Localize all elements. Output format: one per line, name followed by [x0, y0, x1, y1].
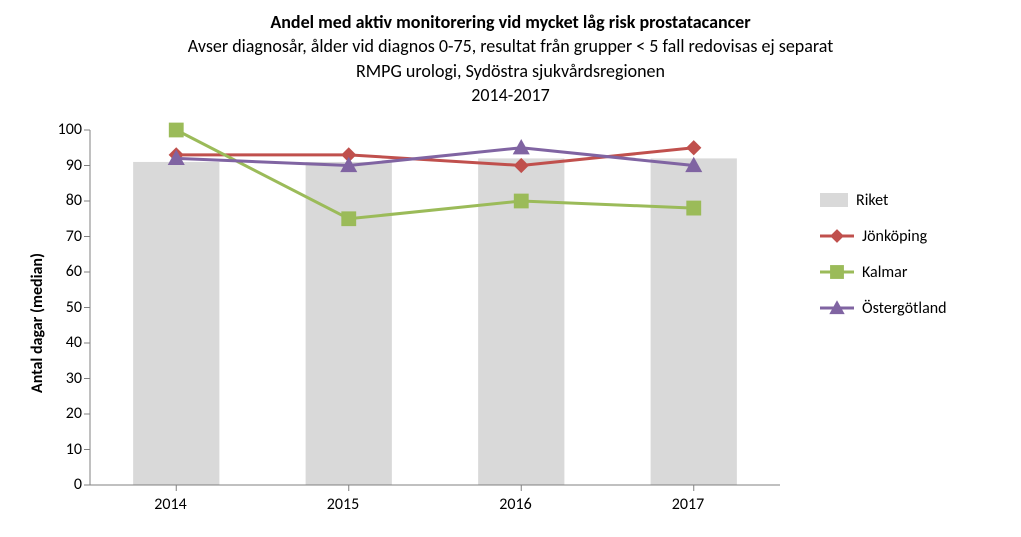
ytick-10: 10: [66, 440, 82, 459]
legend-item-riket: Riket: [820, 190, 947, 210]
marker-Kalmar-2017: [687, 201, 701, 215]
legend-item-Kalmar: Kalmar: [820, 262, 947, 282]
legend-label-riket: Riket: [856, 191, 888, 210]
legend-item-Jönköping: Jönköping: [820, 226, 947, 246]
marker-Jönköping-2017: [687, 141, 701, 155]
marker-Kalmar-2014: [169, 123, 183, 137]
plot-svg: [90, 130, 781, 493]
bar-2015: [306, 162, 392, 485]
ytick-80: 80: [66, 191, 82, 210]
y-axis-label: Antal dagar (median): [28, 252, 47, 392]
legend-label-Östergötland: Östergötland: [862, 299, 947, 318]
xtick-2014: 2014: [154, 495, 186, 514]
ytick-90: 90: [66, 156, 82, 175]
ytick-70: 70: [66, 227, 82, 246]
ytick-40: 40: [66, 333, 82, 352]
xtick-2016: 2016: [499, 495, 531, 514]
xtick-2017: 2017: [672, 495, 704, 514]
title-line-3: RMPG urologi, Sydöstra sjukvårdsregionen: [0, 59, 1021, 83]
ytick-50: 50: [66, 298, 82, 317]
legend-item-Östergötland: Östergötland: [820, 298, 947, 318]
ytick-30: 30: [66, 369, 82, 388]
line-Kalmar: [176, 130, 694, 219]
legend-label-Kalmar: Kalmar: [862, 263, 907, 282]
ytick-60: 60: [66, 262, 82, 281]
legend-swatch-riket: [820, 193, 848, 207]
xtick-2015: 2015: [327, 495, 359, 514]
title-line-1: Andel med aktiv monitorering vid mycket …: [0, 10, 1021, 34]
title-line-2: Avser diagnosår, ålder vid diagnos 0-75,…: [0, 34, 1021, 58]
bar-2014: [133, 162, 219, 485]
marker-Kalmar-2016: [514, 194, 528, 208]
ytick-20: 20: [66, 404, 82, 423]
marker-Kalmar-2015: [342, 212, 356, 226]
legend-swatch-Jönköping: [820, 226, 854, 246]
legend-swatch-Östergötland: [820, 298, 854, 318]
title-line-4: 2014-2017: [0, 83, 1021, 107]
ytick-0: 0: [74, 475, 82, 494]
legend-label-Jönköping: Jönköping: [862, 227, 927, 246]
chart-container: Andel med aktiv monitorering vid mycket …: [0, 0, 1021, 537]
chart-title-block: Andel med aktiv monitorering vid mycket …: [0, 0, 1021, 107]
ytick-100: 100: [58, 120, 82, 139]
line-Östergötland: [176, 148, 694, 166]
legend-swatch-Kalmar: [820, 262, 854, 282]
